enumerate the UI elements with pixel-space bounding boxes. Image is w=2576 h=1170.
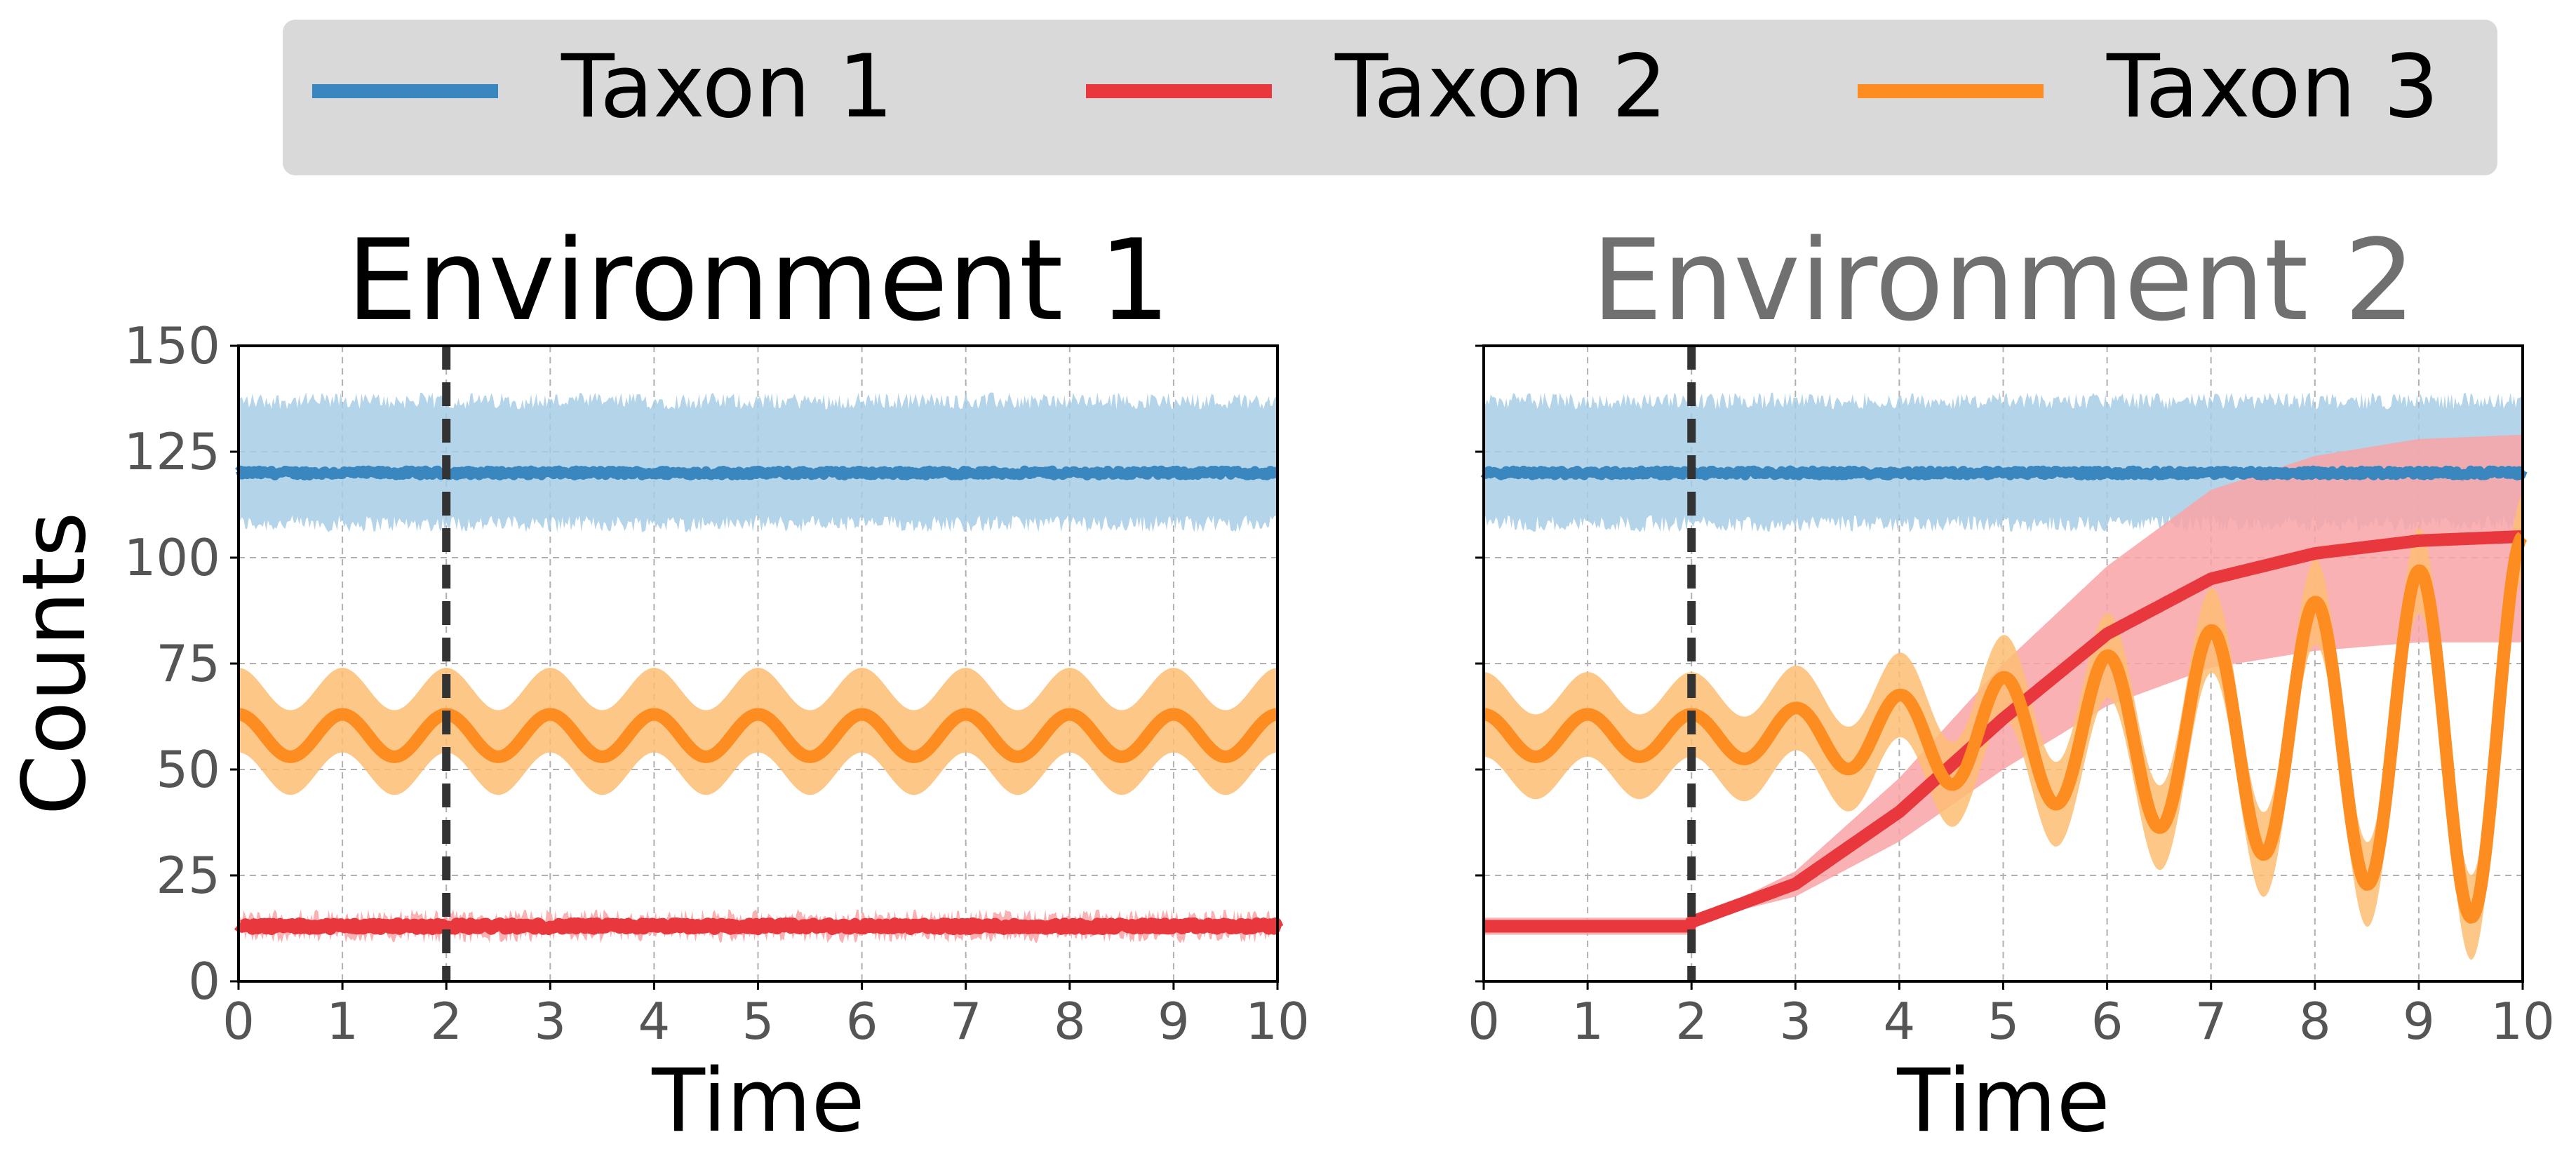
y-tick-label: 150	[124, 316, 220, 375]
x-tick-label: 1	[326, 992, 358, 1051]
legend-label-taxon-2: Taxon 2	[1334, 36, 1668, 137]
band-taxon-1	[239, 392, 1277, 532]
x-tick-label: 5	[1987, 992, 2020, 1051]
line-taxon-2	[234, 917, 1284, 936]
x-tick-label: 0	[222, 992, 255, 1051]
x-tick-label: 7	[2195, 992, 2227, 1051]
line-taxon-2	[1479, 530, 2528, 933]
legend: Taxon 1 Taxon 2 Taxon 3	[283, 20, 2497, 175]
panel-title: Environment 2	[1592, 215, 2415, 346]
x-tick-label: 6	[2091, 992, 2124, 1051]
y-tick-label: 50	[156, 740, 220, 799]
legend-label-taxon-1: Taxon 1	[561, 36, 894, 137]
x-tick-label: 8	[2299, 992, 2331, 1051]
x-tick-label: 1	[1571, 992, 1604, 1051]
panel-environment-2: Environment 2 0 1 2 3 4 5 6 7 8 9 10 Time	[1468, 215, 2555, 1152]
lines	[1479, 465, 2528, 933]
lines	[234, 465, 1284, 936]
x-tick-label: 4	[1883, 992, 1915, 1051]
legend-background	[283, 20, 2497, 175]
line-taxon-3	[234, 708, 1282, 763]
x-axis-label: Time	[651, 1051, 864, 1152]
line-taxon-3	[1479, 532, 2528, 924]
band-taxon-3	[239, 668, 1277, 795]
x-tick-label: 3	[534, 992, 566, 1051]
x-tick-label: 9	[1158, 992, 1190, 1051]
x-tick-label: 2	[1675, 992, 1708, 1051]
y-tick-label: 25	[156, 846, 220, 905]
y-axis-label: Counts	[4, 512, 105, 816]
x-tick-label: 10	[1245, 992, 1310, 1051]
legend-label-taxon-3: Taxon 3	[2106, 36, 2439, 137]
x-tick-label: 10	[2490, 992, 2555, 1051]
line-taxon-1	[1480, 465, 2528, 480]
panel-environment-1: Environment 1 0 1 2 3 4 5 6 7 8 9 1002550751001251…	[4, 215, 1310, 1152]
y-tick-label: 0	[188, 952, 220, 1011]
panel-title: Environment 1	[347, 215, 1170, 346]
ticks: 0 1 2 3 4 5 6 7 8 9 10	[1468, 344, 2555, 1051]
y-tick-label: 125	[124, 422, 220, 481]
line-taxon-1	[235, 465, 1281, 480]
x-tick-label: 9	[2403, 992, 2435, 1051]
x-tick-label: 7	[950, 992, 982, 1051]
x-tick-label: 3	[1779, 992, 1811, 1051]
x-tick-label: 4	[638, 992, 670, 1051]
y-tick-label: 75	[156, 634, 220, 693]
y-tick-label: 100	[124, 528, 220, 587]
x-axis-label: Time	[1896, 1051, 2109, 1152]
x-tick-label: 2	[430, 992, 462, 1051]
x-tick-label: 8	[1054, 992, 1086, 1051]
x-tick-label: 0	[1468, 992, 1500, 1051]
x-tick-label: 6	[846, 992, 878, 1051]
x-tick-label: 5	[742, 992, 774, 1051]
